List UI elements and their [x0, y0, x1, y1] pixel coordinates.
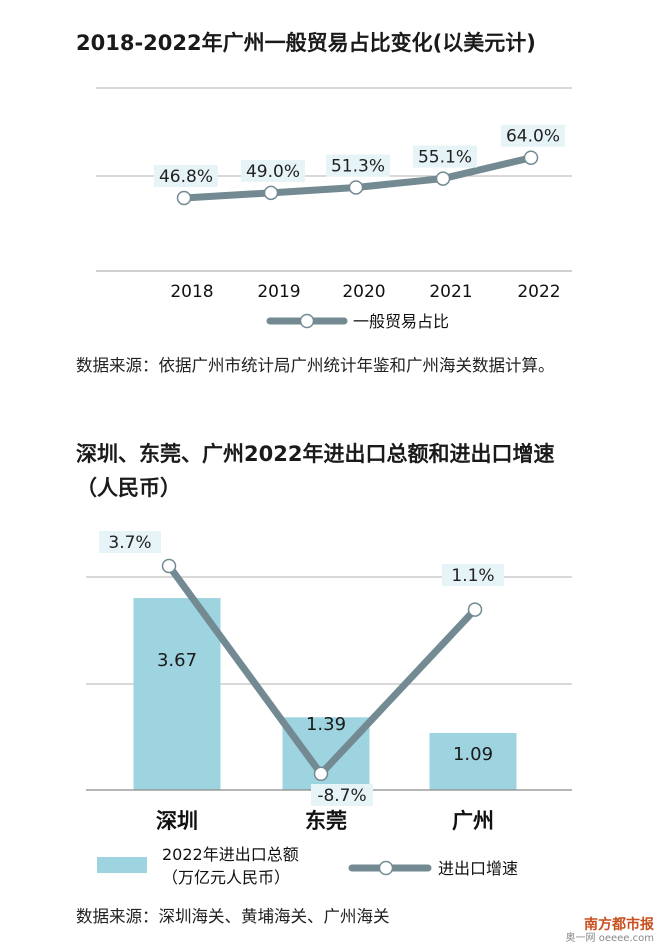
chart2-category-label: 东莞	[305, 809, 347, 833]
chart2-source-note: 数据来源：深圳海关、黄埔海关、广州海关	[76, 907, 390, 926]
chart2-growth-label-bg	[99, 531, 161, 553]
chart1-label-bg	[154, 164, 218, 187]
chart1-legend: 一般贸易占比	[266, 312, 449, 331]
chart1-label-bg	[326, 154, 390, 177]
chart2-point-layer	[161, 558, 483, 782]
chart1-point-layer	[176, 150, 539, 206]
chart2-category-label: 广州	[452, 809, 494, 833]
chart1-title: 2018-2022年广州一般贸易占比变化(以美元计)	[76, 31, 536, 55]
chart2-growth-label: 1.1%	[451, 566, 494, 586]
chart1-label-bg	[241, 159, 305, 182]
chart2-bar	[133, 598, 221, 790]
chart2-growth-point	[161, 558, 177, 574]
chart2-bar-label: 3.67	[157, 650, 197, 671]
chart1-data-point	[523, 150, 539, 165]
chart2-growth-label-bg	[442, 564, 504, 586]
chart1-label-bg	[501, 124, 565, 147]
watermark-url: 奥一网 oeeee.com	[565, 933, 654, 944]
chart1-x-tick: 2021	[429, 282, 472, 302]
chart1-data-point	[263, 185, 279, 201]
chart1-label-bg	[413, 145, 477, 168]
chart2-bar-label: 1.09	[453, 744, 493, 765]
chart2-growth-point	[467, 602, 483, 617]
chart1-x-tick: 2018	[170, 282, 213, 302]
chart2-growth-label-bg	[311, 784, 373, 806]
chart1-source-note: 数据来源：依据广州市统计局广州统计年鉴和广州海关数据计算。	[76, 356, 555, 375]
chart2-legend-bar-swatch	[97, 857, 147, 873]
watermark-logo: 南方都市报	[584, 917, 654, 933]
chart2-growth-label: -8.7%	[317, 786, 366, 806]
chart1-data-label: 55.1%	[418, 148, 472, 168]
chart2-legend-bar-label: 2022年进出口总额 （万亿元人民币）	[162, 845, 304, 887]
chart2-growth-point	[313, 766, 329, 782]
chart1-label-layer: 46.8% 49.0% 51.3% 55.1% 64.0%	[154, 124, 565, 187]
chart2-title: 深圳、东莞、广州2022年进出口总额和进出口增速（人民币）	[76, 442, 555, 500]
chart2-legend-line-label: 进出口增速	[438, 859, 518, 878]
watermark: 南方都市报 奥一网 oeeee.com	[566, 918, 654, 946]
chart2-growth-label: 3.7%	[108, 533, 151, 553]
chart1-data-point	[435, 171, 451, 186]
chart1-data-point	[348, 180, 364, 195]
chart2-legend-marker	[378, 860, 394, 876]
chart2-label-layer: 3.67 1.39 1.09 3.7% -8.7% 1.1%	[99, 531, 504, 806]
chart1-data-label: 64.0%	[506, 127, 560, 147]
chart1-legend-marker	[299, 313, 315, 329]
chart2-bar-layer	[133, 598, 517, 790]
chart1-data-label: 49.0%	[246, 162, 300, 182]
chart1-plot: 46.8% 49.0% 51.3% 55.1%64.0% 2018 2019 2020 20…	[96, 87, 572, 331]
chart1-legend-label: 一般贸易占比	[353, 312, 449, 331]
chart2-category-layer: 深圳 东莞 广州	[156, 809, 494, 833]
chart1-tick-layer: 2018 2019 2020 2021 2022	[170, 282, 560, 302]
chart1-data-label: 46.8%	[159, 167, 213, 187]
chart2-bar-label: 1.39	[306, 714, 346, 735]
chart2-legend: 2022年进出口总额 （万亿元人民币） 进出口增速	[97, 845, 518, 887]
chart1-data-label: 51.3%	[331, 156, 385, 176]
chart1-x-tick: 2019	[257, 282, 300, 302]
chart2-bar	[429, 732, 517, 790]
chart1-x-tick: 2020	[342, 282, 385, 302]
chart1-data-point	[176, 190, 192, 206]
chart1-x-tick: 2022	[517, 282, 560, 302]
chart2-category-label: 深圳	[156, 809, 198, 833]
